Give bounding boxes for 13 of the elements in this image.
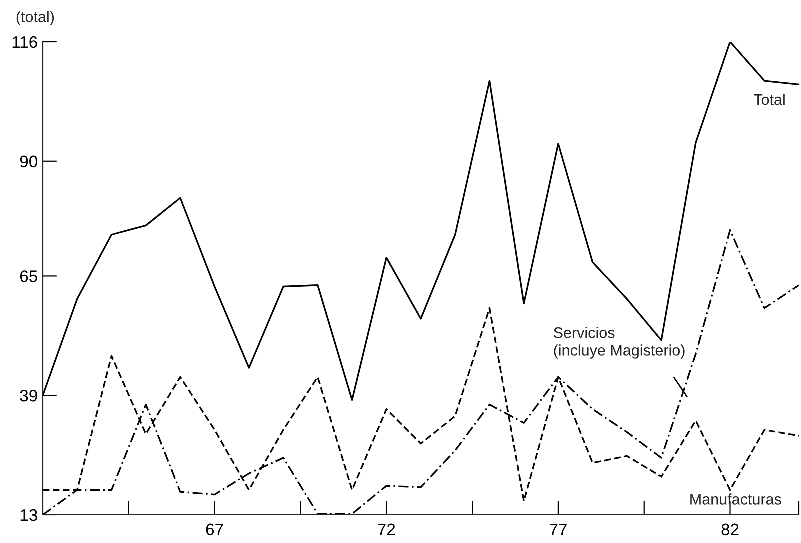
x-tick-label: 82 (722, 524, 739, 536)
y-tick-label: 116 (12, 36, 38, 48)
series-label: Servicios (incluye Magisterio) (554, 327, 685, 359)
y-axis-title: (total) (16, 11, 54, 26)
series-label: Manufacturas (690, 494, 782, 505)
series-label: Total (754, 94, 785, 106)
x-tick-label: 77 (550, 524, 567, 536)
y-tick-label: 39 (20, 390, 38, 402)
y-tick-label: 90 (20, 156, 38, 168)
x-tick-label: 67 (206, 524, 224, 536)
x-tick-label: 72 (378, 524, 396, 536)
y-tick-label: 65 (20, 270, 38, 282)
y-tick-label: 13 (20, 509, 38, 522)
